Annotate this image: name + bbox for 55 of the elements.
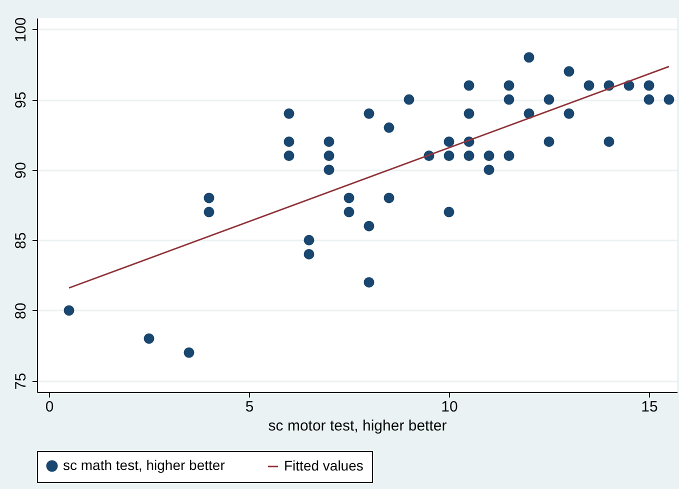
x-axis-title: sc motor test, higher better xyxy=(268,418,447,434)
point xyxy=(464,108,474,119)
point xyxy=(204,206,214,218)
point xyxy=(564,66,574,77)
point xyxy=(644,94,654,105)
point xyxy=(284,136,294,147)
point xyxy=(524,52,534,63)
point xyxy=(444,206,454,218)
point xyxy=(444,150,454,162)
y-tick-label: 85 xyxy=(12,232,30,249)
point xyxy=(584,80,594,91)
point xyxy=(384,122,394,133)
point xyxy=(464,80,474,91)
point xyxy=(444,136,454,147)
point xyxy=(484,150,494,162)
point xyxy=(324,150,334,162)
point xyxy=(324,164,334,176)
point xyxy=(484,164,494,176)
point xyxy=(664,94,674,105)
point xyxy=(64,305,74,316)
point xyxy=(144,333,154,344)
point xyxy=(364,220,374,232)
point xyxy=(504,94,514,105)
y-tick-label: 75 xyxy=(12,372,30,390)
y-tick-label: 100 xyxy=(12,17,30,42)
point xyxy=(544,94,554,105)
point xyxy=(364,108,374,119)
point xyxy=(184,347,194,358)
point xyxy=(204,192,214,204)
point xyxy=(324,136,334,147)
x-tick-label: 0 xyxy=(45,398,54,416)
x-tick-label: 15 xyxy=(641,398,658,416)
point xyxy=(604,136,614,147)
point xyxy=(464,150,474,162)
point xyxy=(284,150,294,162)
point xyxy=(504,150,514,162)
point xyxy=(304,248,314,260)
point xyxy=(564,108,574,119)
y-tick-label: 95 xyxy=(12,92,30,108)
point xyxy=(364,277,374,288)
y-tick-label: 90 xyxy=(12,162,30,179)
point xyxy=(544,136,554,147)
point xyxy=(304,234,314,246)
point xyxy=(284,108,294,119)
y-tick-label: 80 xyxy=(12,302,30,320)
point xyxy=(344,206,354,218)
point xyxy=(644,80,654,91)
x-tick-label: 5 xyxy=(245,398,254,416)
legend-label: Fitted values xyxy=(284,458,364,474)
x-tick-label: 10 xyxy=(441,398,458,416)
point xyxy=(404,94,414,105)
point xyxy=(504,80,514,91)
point xyxy=(384,192,394,204)
point xyxy=(344,192,354,204)
legend-label: sc math test, higher better xyxy=(63,457,226,473)
